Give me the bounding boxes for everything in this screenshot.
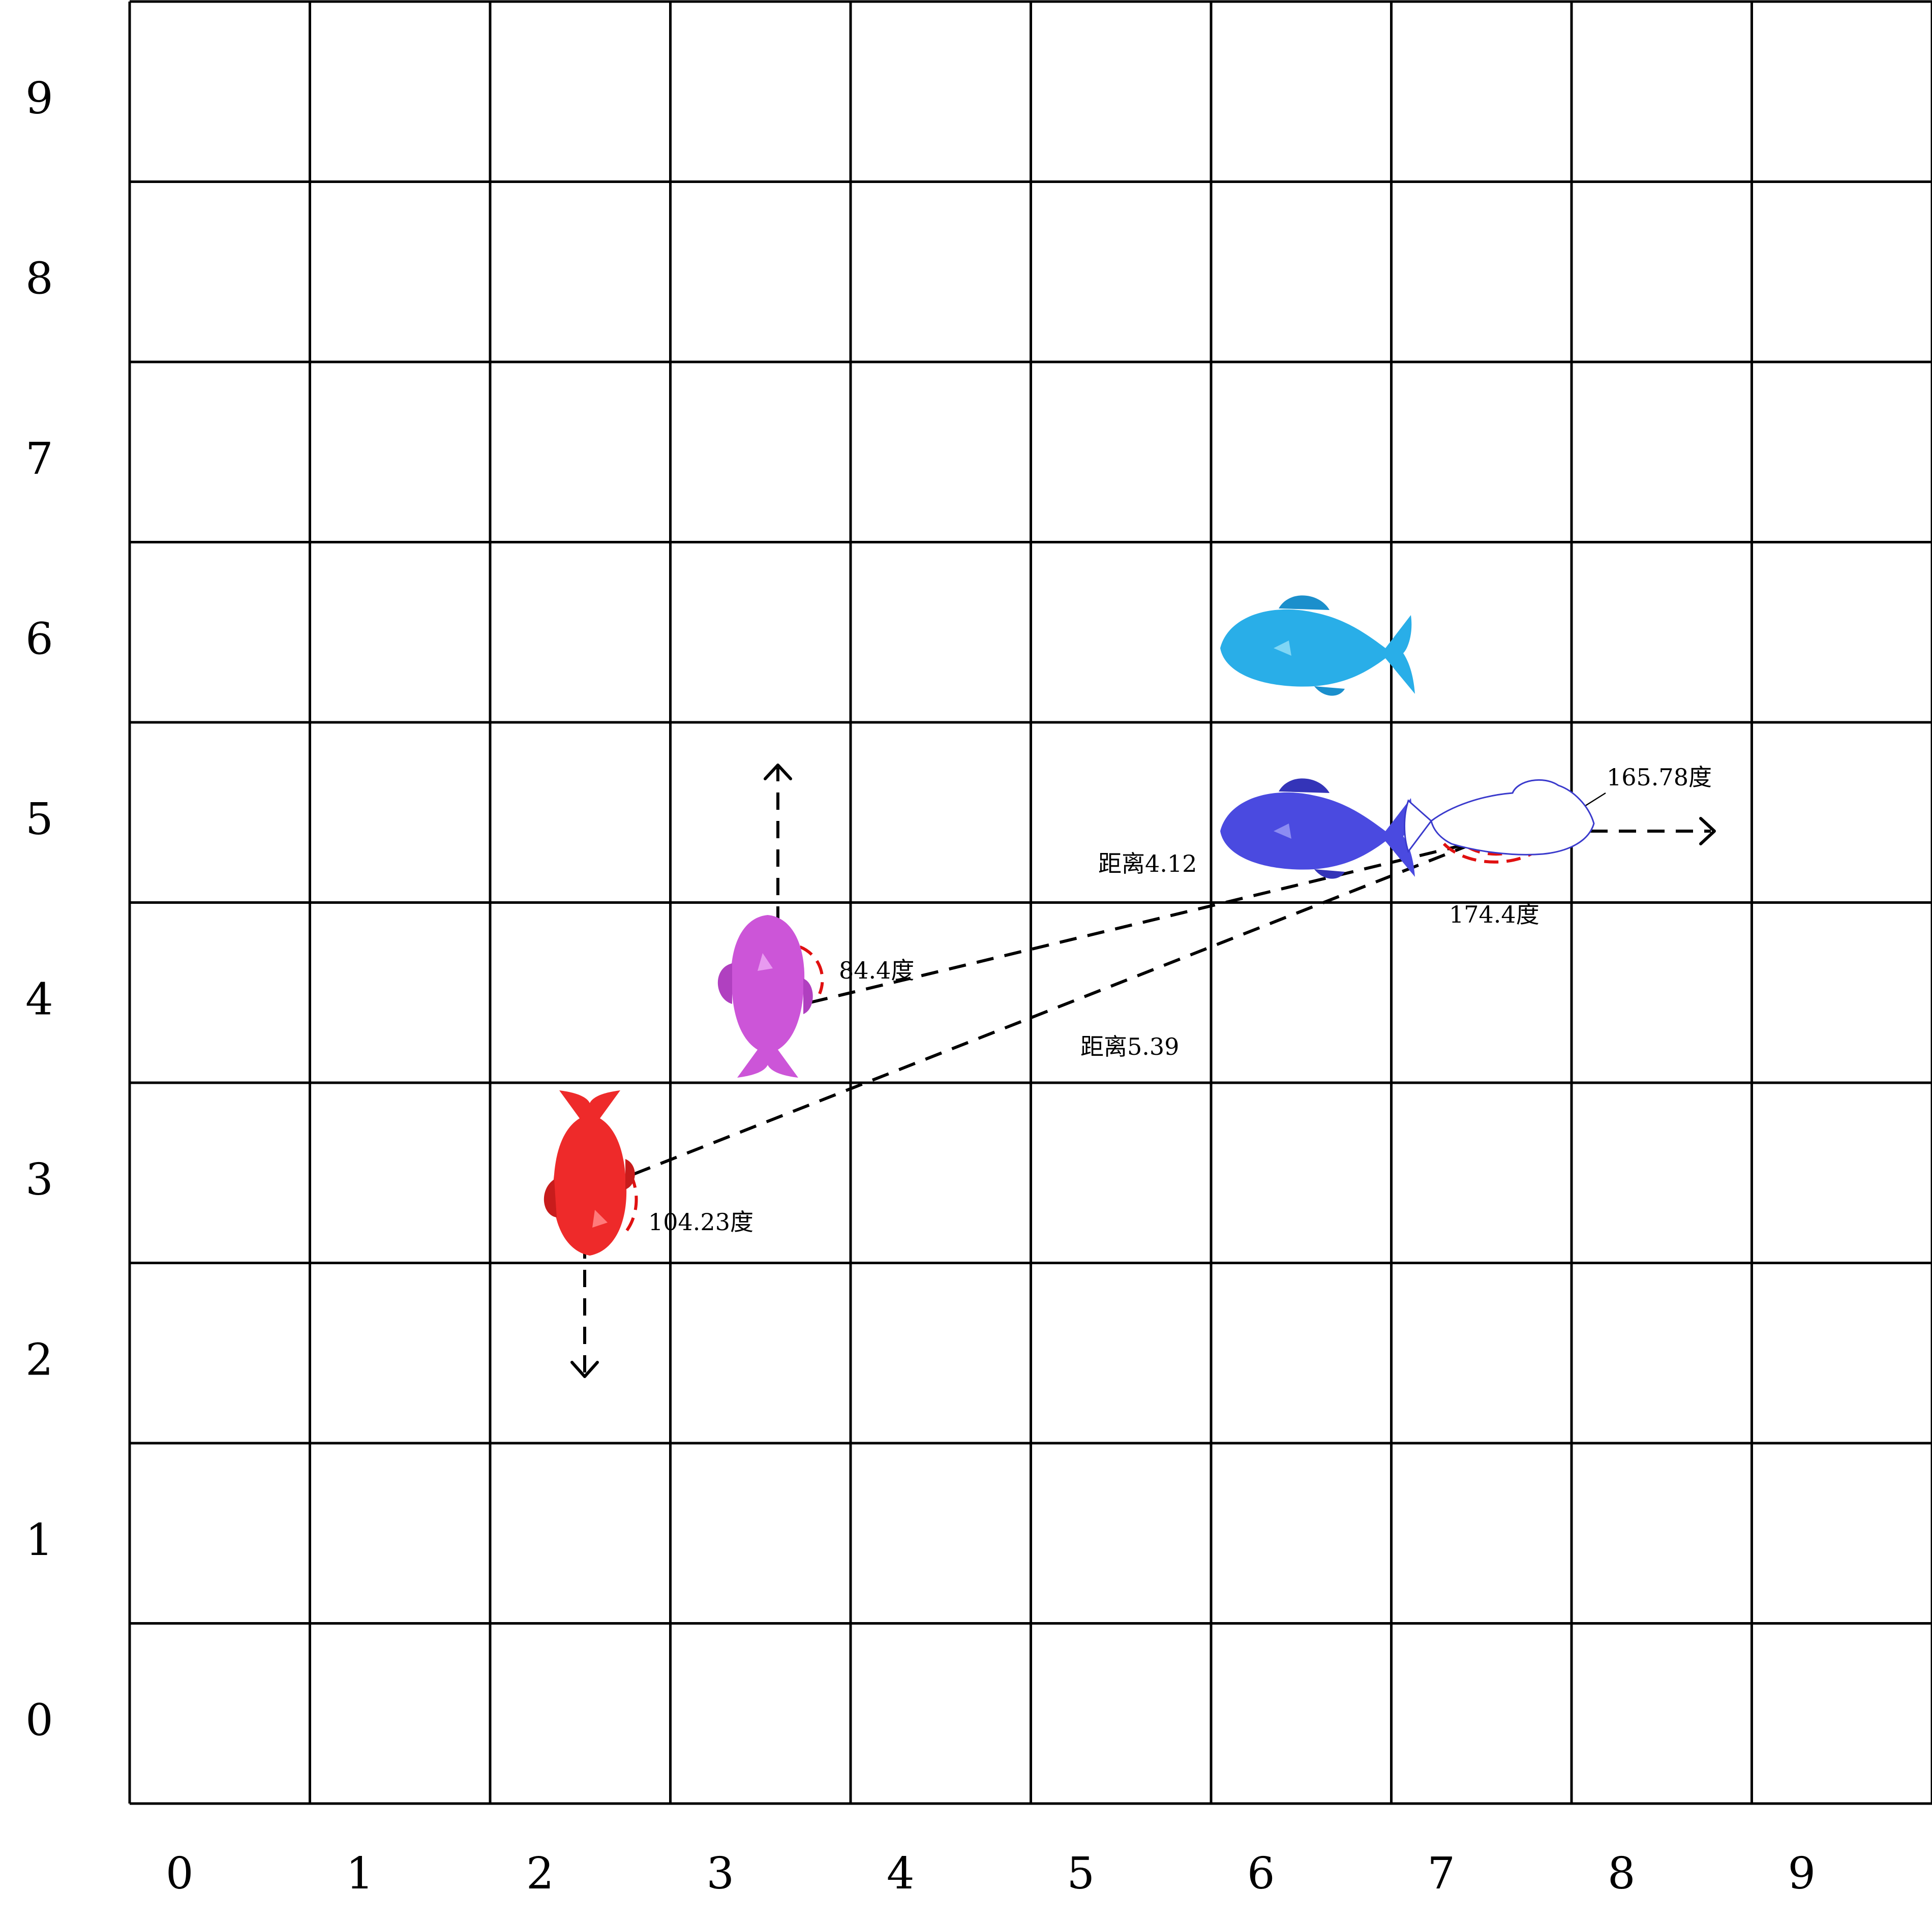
- y-axis-label: 3: [25, 1154, 53, 1205]
- x-axis-label: 8: [1608, 1848, 1636, 1899]
- angle-label-outline-top: 165.78度: [1607, 764, 1712, 791]
- angle-label-red: 104.23度: [648, 1208, 753, 1236]
- distance-line-purple: [782, 837, 1490, 1011]
- angle-arc-red-fish: [621, 1173, 638, 1237]
- arrowhead-up: [764, 764, 792, 780]
- y-axis-label: 8: [25, 253, 53, 304]
- x-axis-label: 5: [1067, 1848, 1095, 1899]
- arrow-heads: [570, 764, 1716, 1378]
- distance-line-red: [607, 830, 1506, 1186]
- fish-icon: [717, 915, 813, 1078]
- y-axis-labels: 0 1 2 3 4 5 6 7 8 9: [25, 73, 53, 1746]
- y-axis-label: 1: [25, 1515, 53, 1566]
- y-axis-label: 4: [25, 974, 53, 1025]
- y-axis-label: 5: [25, 794, 53, 845]
- x-axis-label: 3: [706, 1848, 734, 1899]
- fish-outline-icon: [1404, 779, 1595, 856]
- distance-label-red: 距离5.39: [1080, 1033, 1179, 1060]
- x-axis-label: 6: [1247, 1848, 1275, 1899]
- y-axis-label: 6: [25, 614, 53, 664]
- angle-label-purple: 84.4度: [839, 957, 914, 984]
- grid-lines: [128, 0, 1932, 1805]
- x-axis-label: 0: [166, 1848, 194, 1899]
- piece-blue-fish[interactable]: [1220, 778, 1415, 879]
- piece-cyan-fish[interactable]: [1220, 595, 1415, 696]
- x-axis-label: 1: [346, 1848, 374, 1899]
- x-axis-label: 4: [887, 1848, 915, 1899]
- y-axis-label: 7: [25, 434, 53, 484]
- y-axis-label: 2: [25, 1334, 53, 1385]
- x-axis-label: 2: [526, 1848, 554, 1899]
- x-axis-label: 7: [1427, 1848, 1455, 1899]
- x-axis-labels: 0 1 2 3 4 5 6 7 8 9: [166, 1848, 1816, 1899]
- distance-label-purple: 距离4.12: [1098, 850, 1197, 877]
- fish-icon: [1220, 595, 1415, 696]
- angle-label-outline-bottom: 174.4度: [1449, 901, 1539, 928]
- piece-outline-fish[interactable]: [1404, 779, 1595, 856]
- fish-icon: [1220, 778, 1415, 879]
- y-axis-label: 0: [25, 1695, 53, 1746]
- fish-icon: [544, 1090, 635, 1256]
- arrowhead-down: [570, 1361, 599, 1378]
- piece-purple-fish[interactable]: [717, 915, 813, 1078]
- piece-red-fish[interactable]: [544, 1090, 635, 1256]
- x-axis-label: 9: [1788, 1848, 1816, 1899]
- y-axis-label: 9: [25, 73, 53, 124]
- arrowhead-right: [1699, 817, 1716, 845]
